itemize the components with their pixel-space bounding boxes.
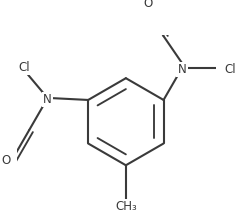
Text: Cl: Cl [18,61,30,74]
Text: O: O [143,0,153,10]
Text: N: N [178,63,186,76]
Text: Cl: Cl [225,63,237,76]
Text: O: O [1,154,10,167]
Text: N: N [43,93,52,106]
Text: CH₃: CH₃ [115,200,137,213]
